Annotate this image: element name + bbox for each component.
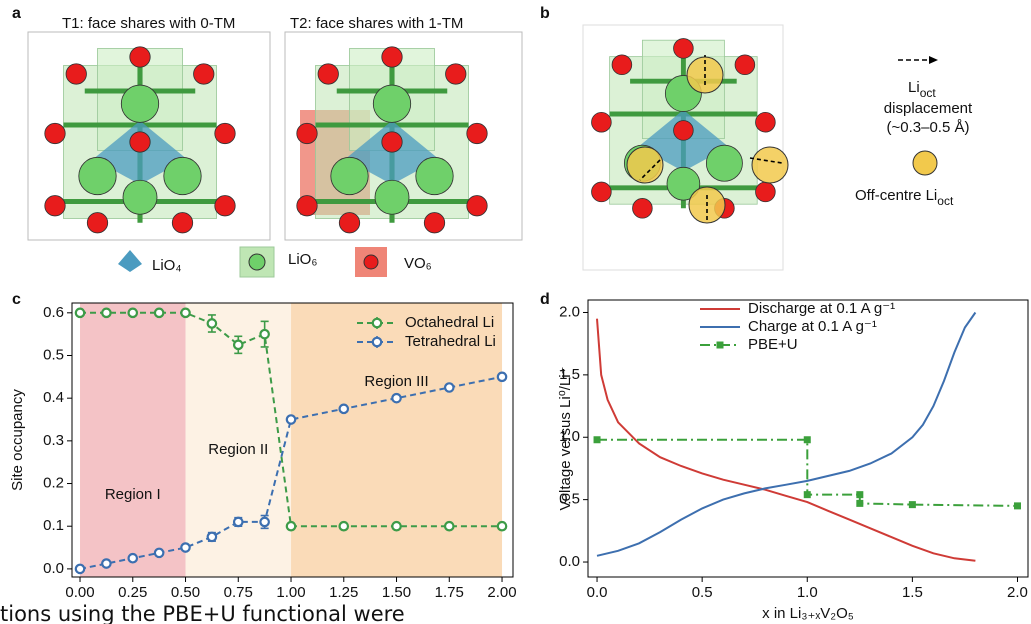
panel-label: c [12,291,21,308]
vo6-icon [364,255,378,269]
figure: a T1: face shares with 0-TM T2: face sha… [0,0,1031,624]
lio6-icon [249,254,265,270]
y-tick-label: 0.2 [43,475,64,492]
x-tick-label: 0.50 [171,584,200,601]
marker [498,522,506,530]
panel-label: d [540,291,550,308]
marker [445,522,453,530]
marker [181,309,189,317]
marker [102,309,110,317]
marker [208,319,216,327]
marker [909,501,916,508]
key-icon [913,151,937,175]
structure [45,47,235,233]
legend-label: VO₆ [404,255,432,272]
marker [234,341,242,349]
x-tick-label: 1.75 [435,584,464,601]
marker [445,383,453,391]
legend-swatch [373,319,381,327]
y-tick-label: 0.0 [43,560,64,577]
marker [155,309,163,317]
x-tick-label: 2.00 [487,584,516,601]
legend-label: Charge at 0.1 A g⁻¹ [748,318,877,335]
marker [856,500,863,507]
structure [592,39,776,219]
legend-label: Octahedral Li [405,314,494,331]
x-tick-label: 1.25 [329,584,358,601]
marker [155,549,163,557]
x-tick-label: 1.50 [382,584,411,601]
panel-label: a [12,5,21,22]
marker [340,405,348,413]
marker [181,543,189,551]
y-tick-label: 0.1 [43,517,64,534]
marker [260,518,268,526]
key-label: Lioct [908,79,936,100]
x-tick-label: 0.25 [118,584,147,601]
x-tick-label: 1.00 [276,584,305,601]
legend-swatch [373,338,381,346]
y-tick-label: 0.0 [559,553,580,570]
key-label: oct [937,194,954,208]
region-label: Region III [364,373,428,390]
marker [498,373,506,381]
marker [234,518,242,526]
marker [1014,502,1021,509]
marker [804,491,811,498]
y-tick-label: 0.6 [43,304,64,321]
marker [129,309,137,317]
region [80,303,186,577]
y-axis-label: Voltage versus Li⁰/Li⁺ [557,366,574,510]
marker [76,309,84,317]
x-tick-label: 0.75 [224,584,253,601]
x-tick-label: 0.00 [65,584,94,601]
key-label: (~0.3–0.5 Å) [887,119,970,136]
lio4-icon [118,250,142,272]
marker [340,522,348,530]
legend-swatch [717,342,724,349]
region-label: Region II [208,441,268,458]
y-axis-label: Site occupancy [9,389,26,491]
x-tick-label: 1.5 [902,584,923,601]
panel-title: T2: face shares with 1-TM [290,15,463,32]
x-tick-label: 1.0 [797,584,818,601]
panel-label: b [540,5,550,22]
x-tick-label: 0.5 [692,584,713,601]
y-tick-label: 0.3 [43,432,64,449]
page: {"panel_a": {"label": "a", "t1": "T1: fa… [0,0,1031,624]
x-axis-label: x in Li₃₊ₓV₂O₅ [762,605,854,622]
marker [594,436,601,443]
marker [129,554,137,562]
marker [76,565,84,573]
key-label: displacement [884,100,973,117]
legend-label: Discharge at 0.1 A g⁻¹ [748,300,895,317]
y-tick-label: 0.4 [43,389,64,406]
key-label: oct [920,86,937,100]
marker [287,522,295,530]
marker [856,491,863,498]
x-tick-label: 2.0 [1007,584,1028,601]
region-label: Region I [105,486,161,503]
y-tick-label: 0.5 [43,346,64,363]
marker [287,415,295,423]
marker [260,330,268,338]
caption-fragment: tions using the PBE+U functional were [0,602,405,624]
panel-title: T1: face shares with 0-TM [62,15,235,32]
key-label: Off-centre Lioct [855,187,954,208]
marker [102,559,110,567]
y-tick-label: 2.0 [559,303,580,320]
structure [297,47,487,233]
key-label: Li [908,79,920,96]
x-tick-label: 0.0 [587,584,608,601]
arrow-key [929,56,938,64]
marker [208,533,216,541]
legend-label: Tetrahedral Li [405,333,496,350]
legend-label: LiO₆ [288,251,317,268]
legend-label: LiO₄ [152,257,181,274]
key-label: Off-centre Li [855,187,937,204]
marker [804,436,811,443]
marker [392,394,400,402]
legend-label: PBE+U [748,336,798,353]
marker [392,522,400,530]
